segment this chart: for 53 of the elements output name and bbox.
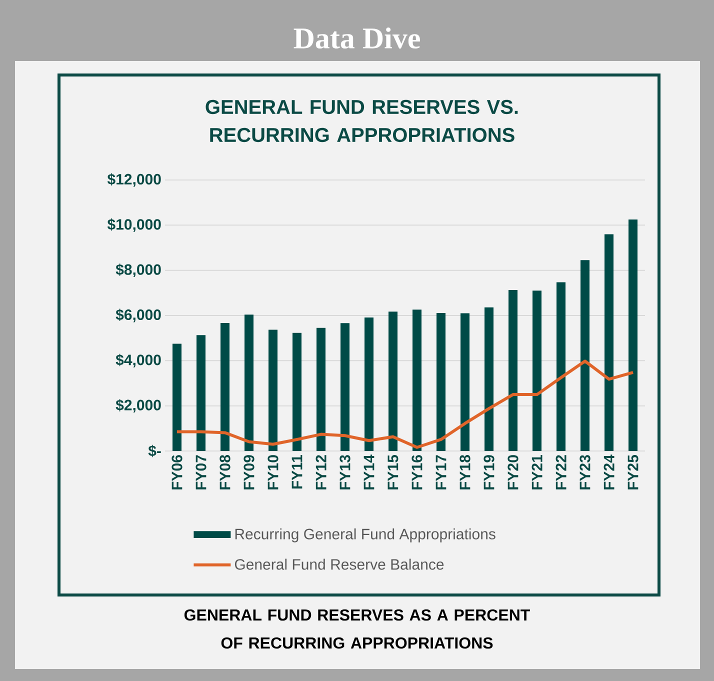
bar bbox=[436, 313, 446, 451]
y-tick-label: $12,000 bbox=[107, 173, 161, 187]
bar bbox=[340, 323, 350, 451]
bar bbox=[460, 313, 470, 451]
bar bbox=[580, 260, 590, 451]
bar bbox=[604, 234, 614, 451]
x-tick-label: FY15 bbox=[388, 454, 398, 490]
bar bbox=[196, 335, 206, 451]
x-tick-label: FY11 bbox=[292, 454, 302, 489]
line-series bbox=[176, 360, 635, 449]
bar bbox=[412, 310, 422, 451]
bar bbox=[268, 330, 278, 451]
y-tick-label: $10,000 bbox=[107, 218, 161, 232]
x-tick-label: FY08 bbox=[220, 455, 230, 490]
y-tick-label: $8,000 bbox=[116, 264, 161, 278]
x-tick-label: FY24 bbox=[604, 454, 614, 490]
text: Data Dive bbox=[294, 27, 420, 49]
x-tick-label: FY21 bbox=[532, 454, 542, 490]
x-tick-label: FY19 bbox=[484, 455, 494, 490]
x-tick-label: FY16 bbox=[412, 455, 422, 490]
x-tick-label: FY10 bbox=[268, 455, 278, 490]
x-tick-label: FY14 bbox=[364, 454, 374, 490]
x-tick-label: FY23 bbox=[580, 455, 590, 490]
bar bbox=[556, 282, 566, 451]
bar bbox=[628, 220, 638, 451]
x-tick-label: FY12 bbox=[316, 455, 326, 490]
x-tick-label: FY20 bbox=[508, 455, 518, 490]
y-tick-label: $6,000 bbox=[116, 308, 161, 322]
legend-label: Recurring General Fund Appropriations bbox=[235, 528, 496, 542]
bar bbox=[292, 332, 302, 451]
bar bbox=[508, 290, 518, 451]
x-tick-label: FY09 bbox=[244, 455, 254, 490]
x-tick-label: FY07 bbox=[196, 455, 206, 490]
bar bbox=[532, 290, 542, 451]
x-tick-label: FY22 bbox=[556, 455, 566, 490]
x-tick-label: FY18 bbox=[460, 455, 470, 490]
y-tick-label: $- bbox=[148, 444, 161, 458]
chart-title: GENERAL FUND RESERVES VS. RECURRING APPROPRIATIONS bbox=[206, 100, 518, 142]
bar bbox=[316, 328, 326, 451]
x-tick-label: FY25 bbox=[628, 454, 638, 490]
bar bbox=[220, 322, 230, 451]
y-tick-label: $4,000 bbox=[116, 354, 161, 368]
text: GENERAL FUND RESERVES AS A PERCENT OF RECURRING APPROPRIATIONS bbox=[184, 609, 530, 649]
x-tick-label: FY17 bbox=[436, 455, 446, 490]
bar bbox=[388, 312, 398, 451]
bar bbox=[244, 314, 254, 451]
legend-label: General Fund Reserve Balance bbox=[234, 558, 444, 570]
bar bbox=[364, 318, 374, 451]
x-tick-label: FY06 bbox=[172, 455, 182, 490]
bar bbox=[172, 344, 182, 451]
bar bbox=[484, 307, 494, 451]
y-tick-label: $2,000 bbox=[116, 399, 161, 413]
x-tick-label: FY13 bbox=[340, 455, 350, 490]
